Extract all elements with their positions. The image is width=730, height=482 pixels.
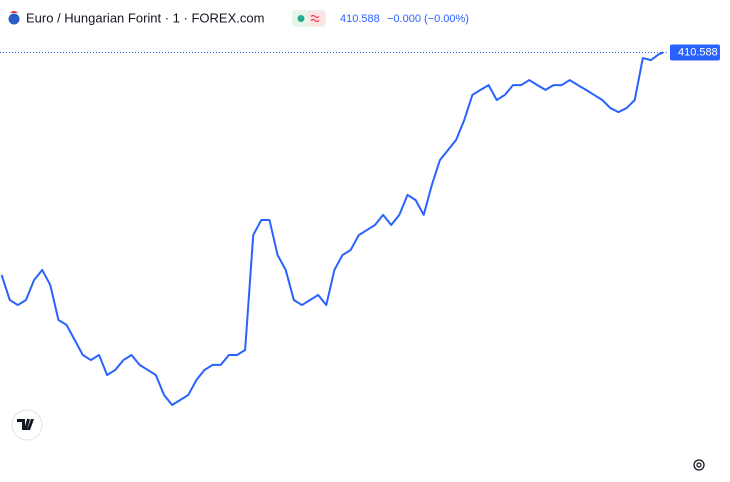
tv-logo[interactable] [11, 409, 43, 441]
plot [0, 51, 668, 407]
gear-outer [693, 459, 705, 471]
header: Euro / Hungarian Forint · 1 · FOREX.com … [0, 6, 470, 30]
chart-title: Euro / Hungarian Forint · 1 · FOREX.com [26, 10, 264, 25]
delay-badge [308, 11, 325, 26]
quote-price: 410.588 [340, 13, 380, 25]
delay-icon [310, 14, 320, 23]
tv-logo-mark [17, 419, 34, 430]
header-bg [0, 6, 470, 30]
settings-icon[interactable] [693, 459, 705, 471]
symbol-logo-flag [10, 11, 18, 13]
last-price-badge [670, 44, 720, 61]
price-line [0, 51, 664, 407]
symbol-logo [8, 13, 20, 25]
last-price-label: 410.588 [678, 46, 718, 58]
gear-inner [696, 462, 702, 468]
market-open-dot [297, 15, 305, 22]
y-axis: 410.588 [670, 44, 720, 61]
quote-change: −0.000 (−0.00%) [387, 13, 469, 25]
